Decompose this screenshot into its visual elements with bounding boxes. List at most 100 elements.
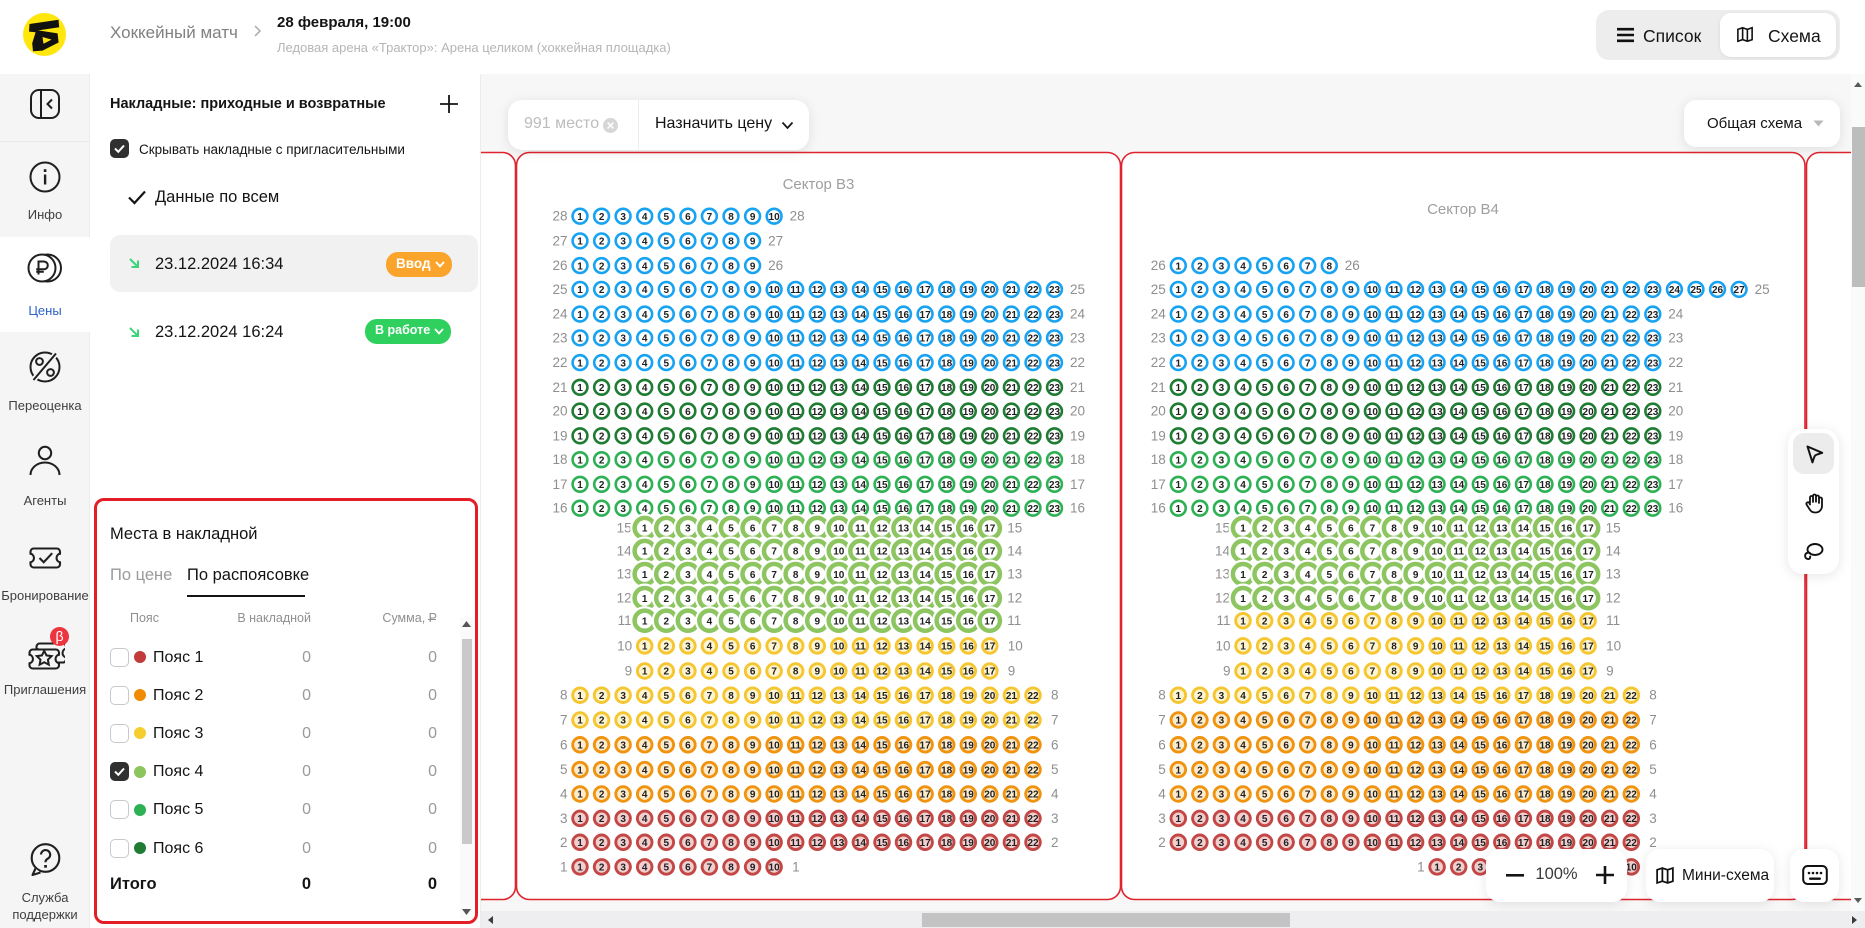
svg-text:8: 8 <box>728 814 734 825</box>
svg-text:11: 11 <box>790 455 801 466</box>
svg-text:2: 2 <box>1197 261 1203 272</box>
svg-text:8: 8 <box>728 212 734 223</box>
svg-text:16: 16 <box>898 432 910 443</box>
svg-text:27: 27 <box>552 233 567 248</box>
svg-text:2: 2 <box>1262 642 1268 653</box>
svg-text:18: 18 <box>1539 504 1551 515</box>
svg-text:1: 1 <box>1176 691 1182 702</box>
svg-text:23: 23 <box>1647 383 1659 394</box>
svg-text:14: 14 <box>855 716 867 727</box>
svg-text:9: 9 <box>750 261 756 272</box>
svg-text:21: 21 <box>1006 432 1018 443</box>
svg-text:14: 14 <box>1453 691 1465 702</box>
svg-text:11: 11 <box>790 838 801 849</box>
svg-text:4: 4 <box>707 667 713 678</box>
svg-text:4: 4 <box>642 310 648 321</box>
svg-text:15: 15 <box>876 741 888 752</box>
svg-text:18: 18 <box>1539 716 1551 727</box>
svg-text:12: 12 <box>1410 432 1422 443</box>
svg-text:20: 20 <box>984 814 996 825</box>
svg-text:20: 20 <box>984 790 996 801</box>
svg-text:15: 15 <box>941 594 953 605</box>
svg-text:9: 9 <box>750 407 756 418</box>
svg-text:14: 14 <box>1518 642 1530 653</box>
svg-text:1: 1 <box>577 358 583 369</box>
svg-text:12: 12 <box>1606 591 1621 606</box>
svg-text:5: 5 <box>664 212 670 223</box>
svg-text:8: 8 <box>1327 716 1333 727</box>
svg-text:19: 19 <box>963 480 975 491</box>
svg-text:17: 17 <box>1518 691 1530 702</box>
svg-text:16: 16 <box>1561 524 1573 535</box>
svg-text:18: 18 <box>941 310 953 321</box>
svg-text:14: 14 <box>1453 455 1465 466</box>
svg-text:9: 9 <box>750 838 756 849</box>
svg-text:4: 4 <box>642 358 648 369</box>
svg-text:9: 9 <box>1348 455 1354 466</box>
svg-text:1: 1 <box>577 212 583 223</box>
svg-text:16: 16 <box>963 667 975 678</box>
svg-text:4: 4 <box>1051 787 1059 802</box>
svg-text:8: 8 <box>1327 407 1333 418</box>
svg-text:13: 13 <box>833 691 845 702</box>
svg-text:3: 3 <box>620 455 626 466</box>
svg-text:10: 10 <box>769 741 781 752</box>
svg-text:21: 21 <box>1604 480 1616 491</box>
svg-text:14: 14 <box>1453 432 1465 443</box>
svg-text:10: 10 <box>1626 863 1638 874</box>
svg-text:7: 7 <box>707 407 713 418</box>
svg-text:1: 1 <box>1176 455 1182 466</box>
svg-text:6: 6 <box>685 334 691 345</box>
svg-text:3: 3 <box>1219 310 1225 321</box>
svg-text:1: 1 <box>1176 716 1182 727</box>
svg-text:16: 16 <box>898 741 910 752</box>
svg-text:5: 5 <box>664 455 670 466</box>
svg-text:5: 5 <box>1262 383 1268 394</box>
svg-text:20: 20 <box>1668 404 1683 419</box>
svg-text:7: 7 <box>707 237 713 248</box>
svg-text:6: 6 <box>1283 407 1289 418</box>
svg-text:14: 14 <box>855 691 867 702</box>
svg-text:5: 5 <box>728 667 734 678</box>
svg-text:22: 22 <box>1027 838 1039 849</box>
svg-text:9: 9 <box>1348 480 1354 491</box>
svg-text:20: 20 <box>1583 285 1595 296</box>
svg-text:10: 10 <box>1367 432 1379 443</box>
svg-text:3: 3 <box>620 765 626 776</box>
svg-text:12: 12 <box>812 765 824 776</box>
svg-text:11: 11 <box>1216 613 1230 628</box>
svg-text:8: 8 <box>793 570 799 581</box>
svg-text:17: 17 <box>1583 547 1595 558</box>
svg-text:5: 5 <box>664 790 670 801</box>
svg-text:18: 18 <box>1539 310 1551 321</box>
svg-text:23: 23 <box>1668 330 1683 345</box>
svg-text:1: 1 <box>642 547 648 558</box>
svg-text:16: 16 <box>1496 310 1508 321</box>
svg-text:13: 13 <box>1496 667 1508 678</box>
svg-text:18: 18 <box>941 741 953 752</box>
svg-text:7: 7 <box>707 212 713 223</box>
svg-text:14: 14 <box>1518 524 1530 535</box>
svg-text:27: 27 <box>1734 285 1746 296</box>
svg-text:7: 7 <box>1051 713 1059 728</box>
svg-text:7: 7 <box>707 716 713 727</box>
svg-text:15: 15 <box>1475 358 1487 369</box>
svg-text:17: 17 <box>1518 716 1530 727</box>
svg-text:15: 15 <box>1475 765 1487 776</box>
svg-text:17: 17 <box>984 570 996 581</box>
svg-text:16: 16 <box>898 691 910 702</box>
svg-text:13: 13 <box>833 358 845 369</box>
svg-text:5: 5 <box>728 524 734 535</box>
svg-text:13: 13 <box>833 790 845 801</box>
svg-text:23: 23 <box>1647 285 1659 296</box>
svg-text:13: 13 <box>1432 741 1444 752</box>
svg-text:18: 18 <box>941 691 953 702</box>
svg-text:15: 15 <box>876 334 888 345</box>
svg-text:8: 8 <box>1391 547 1397 558</box>
svg-text:12: 12 <box>812 741 824 752</box>
svg-text:2: 2 <box>599 285 605 296</box>
svg-text:12: 12 <box>812 716 824 727</box>
svg-text:11: 11 <box>790 358 801 369</box>
svg-text:1: 1 <box>577 691 583 702</box>
svg-text:2: 2 <box>664 570 670 581</box>
